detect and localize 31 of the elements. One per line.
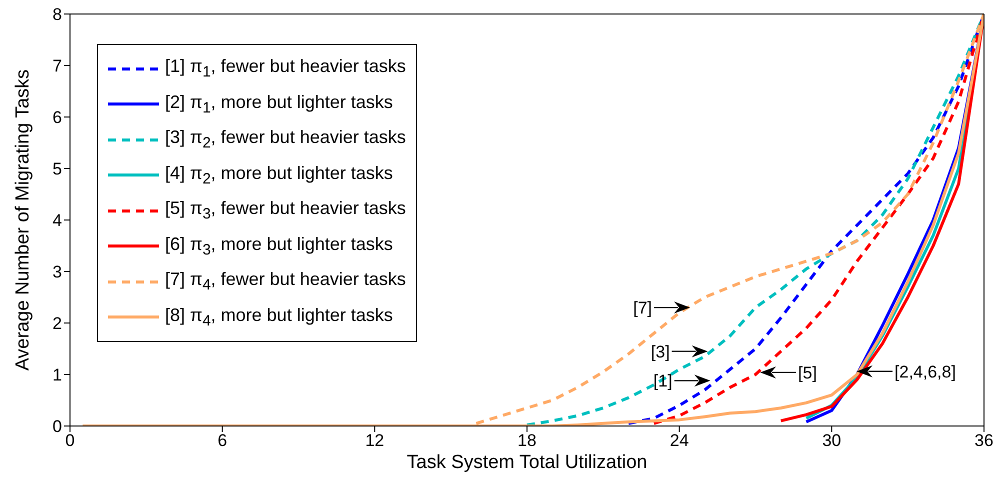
annotation: [7] (633, 298, 652, 318)
legend-label: [1] π$_{1}$, fewer but heavier tasks (165, 56, 406, 82)
annotation: [3] (650, 342, 670, 362)
y-tick-label: 2 (52, 314, 62, 334)
annotation: [2,4,6,8] (894, 362, 956, 382)
legend-label: [7] π$_{4}$, fewer but heavier tasks (165, 269, 406, 294)
annotation: [1] (653, 372, 672, 391)
legend-label: [2] π$_{1}$, more but lighter tasks (165, 92, 393, 117)
x-tick-label: 36 (974, 431, 994, 450)
x-tick-label: 24 (670, 431, 689, 450)
y-tick-label: 6 (52, 108, 62, 128)
y-tick-label: 5 (52, 160, 62, 179)
y-axis-title: Average Number of Migrating Tasks (12, 69, 34, 371)
y-tick-label: 0 (52, 417, 62, 436)
legend-label: [6] π$_{3}$, more but lighter tasks (165, 234, 393, 259)
legend-label: [3] π$_{2}$, fewer but heavier tasks (165, 127, 406, 152)
legend-label: [5] π$_{3}$, fewer but heavier tasks (165, 198, 406, 224)
annotation: [5] (798, 363, 817, 382)
x-tick-label: 12 (365, 431, 384, 450)
y-tick-label: 4 (52, 211, 62, 230)
x-axis-title: Task System Total Utilization (406, 452, 648, 473)
x-tick-label: 18 (518, 431, 536, 450)
x-tick-label: 6 (218, 431, 228, 450)
legend-label: [4] π$_{2}$, more but lighter tasks (165, 162, 393, 188)
y-tick-label: 3 (52, 262, 62, 282)
y-tick-label: 1 (52, 366, 62, 385)
x-tick-label: 30 (822, 431, 842, 450)
legend-label: [8] π$_{4}$, more but lighter tasks (165, 304, 393, 330)
y-tick-label: 8 (52, 5, 62, 24)
y-tick-label: 7 (52, 56, 62, 76)
x-tick-label: 0 (65, 431, 75, 450)
